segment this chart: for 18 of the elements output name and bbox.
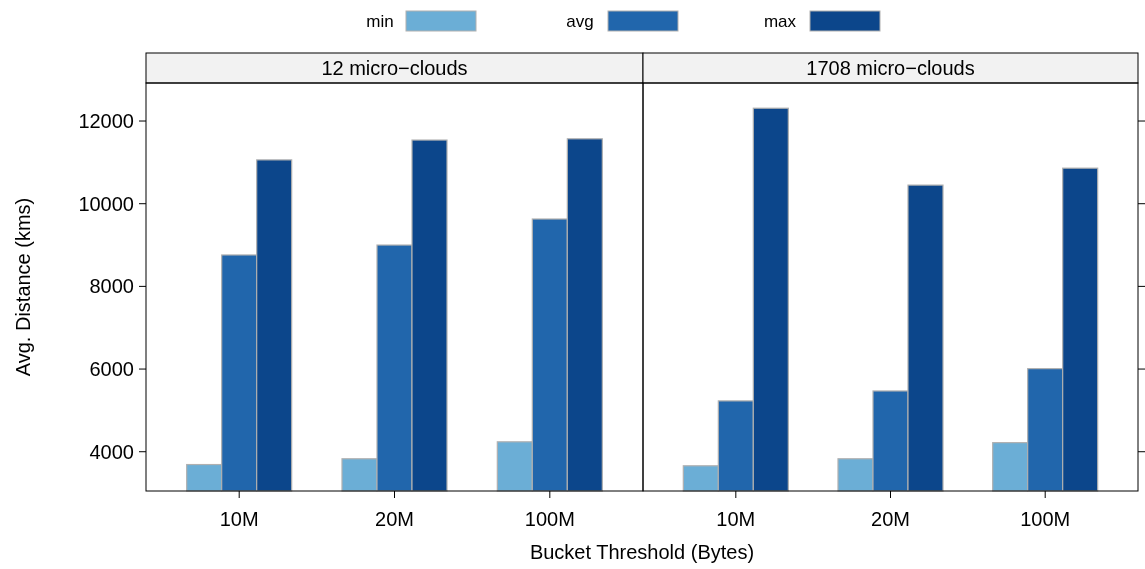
x-tick-label: 20M (871, 508, 910, 530)
legend-label: avg (566, 12, 594, 31)
legend-label: min (366, 12, 394, 31)
x-axis-title: Bucket Threshold (Bytes) (529, 541, 755, 563)
y-tick-label: 12000 (78, 110, 134, 133)
legend-label: max (763, 12, 797, 31)
x-tick-label: 20M (375, 508, 414, 530)
chart-title: 12 micro−clouds (321, 57, 468, 79)
y-axis-title: Avg. Distance (kms) (12, 197, 34, 377)
x-tick-label: 100M (524, 508, 575, 530)
x-tick-label: 100M (1020, 508, 1071, 530)
y-tick-label: 6000 (89, 358, 134, 381)
y-tick-label: 8000 (89, 275, 134, 298)
y-tick-label: 4000 (89, 440, 134, 463)
x-tick-label: 10M (716, 508, 756, 530)
chart-title: 1708 micro−clouds (806, 57, 975, 79)
y-tick-label: 10000 (78, 192, 134, 215)
x-tick-label: 10M (219, 508, 259, 530)
